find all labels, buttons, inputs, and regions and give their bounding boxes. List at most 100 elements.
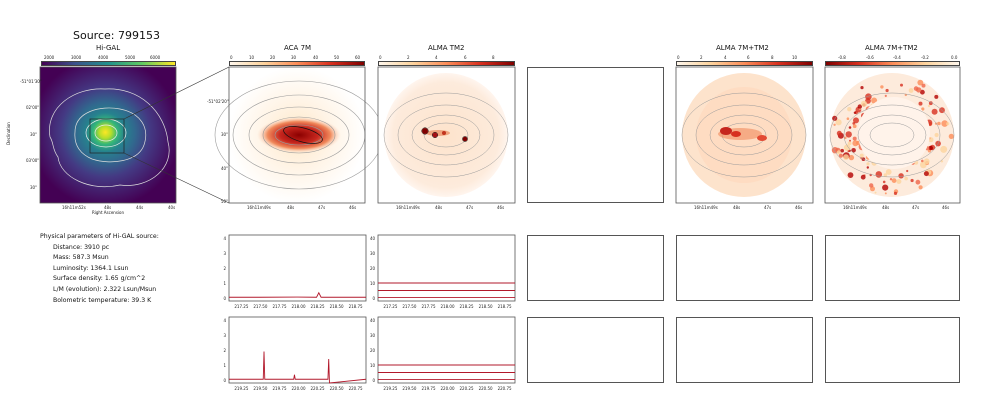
aca-title: ACA 7M [284,44,312,52]
diff-noise-blob [880,85,884,89]
cbar-tick: 50 [334,55,340,60]
empty-spectrum-panel [527,317,664,383]
y-tick: 10 [370,362,376,368]
y-tick: 0 [372,295,376,301]
x-tick: 220.25 [310,386,325,391]
tm2-map [377,66,516,204]
x-tick: 220.50 [478,386,493,391]
diff-noise-blob [931,108,938,115]
diff-noise-blob [884,192,887,195]
diff-colorbar [825,61,960,66]
params-header: Physical parameters of Hi-GAL source: [40,233,159,240]
diff-noise-blob [847,172,854,178]
diff-noise-blob [843,144,851,151]
x-tick: 217.50 [402,304,417,309]
diff-noise-blob [941,120,948,127]
diff-noise-blob [875,171,883,178]
x-tick: 47s [318,205,326,210]
diff-noise-blob [921,83,926,88]
diff-noise-blob [928,101,933,106]
param-luminosity: Luminosity: 1364.1 Lsun [53,264,129,272]
diff-noise-blob [917,79,924,86]
x-tick: 16h11m49s [247,205,271,210]
y-tick: 50" [221,199,228,204]
y-tick: 30" [30,185,37,190]
diff-noise-blob [849,139,851,142]
diff-noise-blob [848,126,852,129]
tm2-colorbar [378,61,515,66]
x-tick: 220.00 [440,386,455,391]
higal-title: Hi-GAL [96,44,121,52]
diff-noise-blob [853,111,857,114]
diff-noise-blob [891,178,897,183]
diff-contours [829,92,955,178]
diff-noise-blob [844,136,847,140]
x-tick: 46s [942,205,950,210]
x-tick: 16h11m49s [396,205,420,210]
spectrum-aca-row2 [228,316,367,384]
x-tick: 46s [795,205,803,210]
x-tick: 218.50 [478,304,493,309]
x-tick: 48s [435,205,443,210]
cbar-tick: 6 [464,55,467,60]
diff-noise-blob [910,178,914,183]
cbar-tick: 8 [771,55,774,60]
x-tick: 46s [497,205,505,210]
diff-noise-blob [934,132,939,138]
diff-noise-blob [836,130,842,136]
empty-map-panel [527,67,664,203]
cbar-tick: 60 [355,55,361,60]
cbar-tick: 10 [249,55,255,60]
diff-noise-blob [906,169,909,173]
diff-noise-blob [843,154,849,160]
param-distance: Distance: 3910 pc [53,243,110,251]
diff-noise-blob [852,124,857,129]
x-tick: 219.50 [402,386,417,391]
diff-noise-blob [948,133,954,139]
diff-noise-blob [847,141,852,146]
tm2-core-contours [421,127,468,142]
diff-noise-blob [882,184,889,191]
diff-noise-blob [898,173,904,179]
diff-noise-blob [857,104,862,109]
x-tick: 217.75 [272,304,287,309]
cbar-tick: 6 [747,55,750,60]
y-tick: -51°02'20" [207,99,229,104]
x-tick: 220.75 [348,386,363,391]
x-tick: 40s [168,205,176,210]
x-tick: 220.50 [329,386,344,391]
x-tick: 218.25 [459,304,474,309]
diff-noise-blob [851,148,856,153]
x-tick: 44s [136,205,144,210]
x-tick: 48s [104,205,112,210]
cbar-tick: 0 [379,55,382,60]
higal-contour-outer [49,88,170,188]
diff-noise-blob [846,117,850,120]
x-tick: 217.50 [253,304,268,309]
x-tick: 217.25 [234,304,249,309]
y-tick: 10 [370,280,376,286]
diff-noise-blob [946,122,950,126]
empty-spectrum-panel [676,235,813,301]
diff-noise-blob [845,131,852,138]
higal-contour-mid [74,107,146,163]
param-lm-ratio: L/M (evolution): 2.322 Lsun/Msun [53,285,157,293]
diff-noise-blob [904,176,908,181]
spectrum-line [229,351,367,384]
source-title: Source: 799153 [73,29,160,42]
y-tick: 4 [223,235,227,241]
x-tick: 48s [287,205,295,210]
diff-noise-blob [860,86,864,90]
diff-noise-blob [884,94,887,97]
diff-noise-blob [920,89,925,95]
y-tick: 20 [370,265,376,271]
diff-noise-blob [847,107,852,112]
y-tick: 30" [221,132,228,137]
spectrum-frame [377,234,516,302]
cbar-tick: -0.8 [838,55,846,60]
physical-parameters: Physical parameters of Hi-GAL source: Di… [40,232,159,306]
x-tick: 217.25 [383,304,398,309]
y-tick: 3 [223,250,227,256]
y-tick: 40 [370,317,376,323]
cbar-tick: 0 [677,55,680,60]
